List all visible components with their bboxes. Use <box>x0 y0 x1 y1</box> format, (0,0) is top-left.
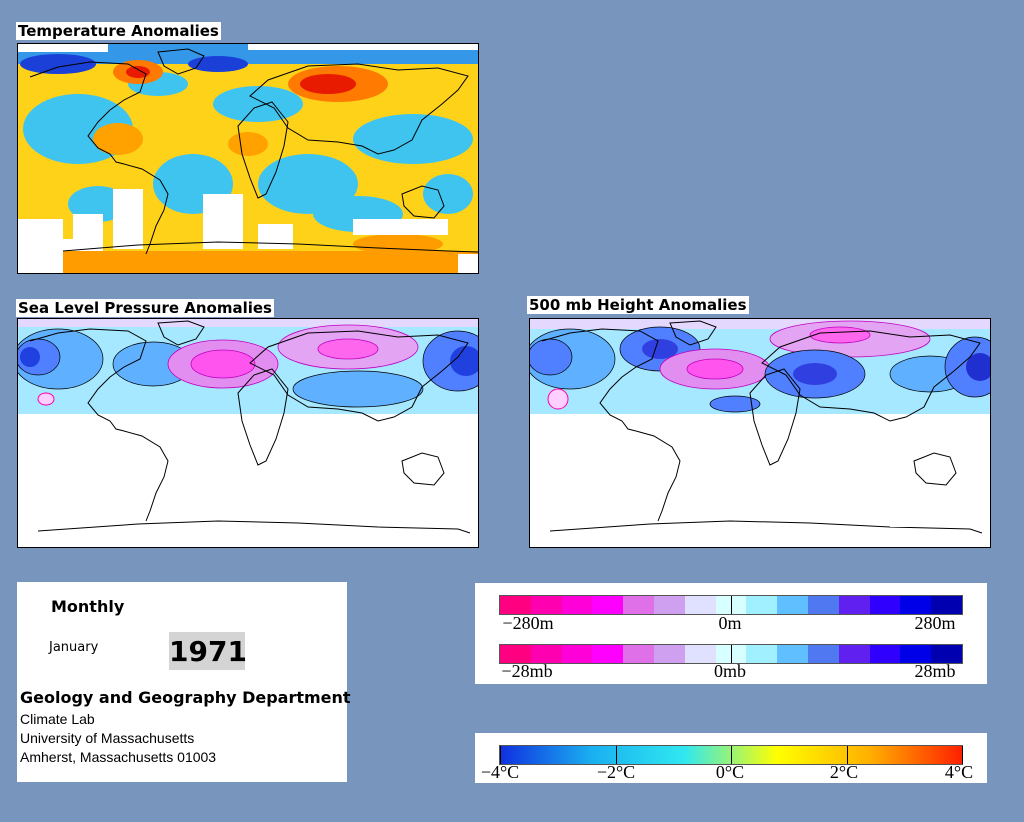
pressure-swatch-9 <box>777 645 808 663</box>
temperature-legend-box: −4°C −2°C 0°C 2°C 4°C <box>475 733 987 783</box>
500mb-height-anomaly-map <box>529 318 991 548</box>
pressure-colorbar <box>499 644 963 664</box>
temp-label-minus2: −2°C <box>596 762 636 782</box>
height-swatch-8 <box>746 596 778 614</box>
pressure-swatch-10 <box>807 645 839 663</box>
info-box: Monthly January 1971 Geology and Geograp… <box>17 582 351 782</box>
height-label-max: 280m <box>914 613 956 633</box>
pressure-swatch-3 <box>592 645 624 663</box>
height-swatch-10 <box>807 596 839 614</box>
lab-name: Climate Lab <box>20 711 95 727</box>
pressure-swatch-11 <box>838 645 870 663</box>
pressure-swatch-4 <box>623 645 654 663</box>
month-label: January <box>49 640 99 655</box>
height500-panel-title: 500 mb Height Anomalies <box>527 296 749 314</box>
height-swatch-1 <box>530 596 562 614</box>
pressure-swatch-14 <box>931 645 962 663</box>
frequency-label: Monthly <box>51 597 125 616</box>
temperature-colorbar <box>499 745 963 765</box>
temp-label-plus4: 4°C <box>944 762 974 782</box>
sea-level-pressure-anomaly-map <box>17 318 479 548</box>
height-colorbar <box>499 595 963 615</box>
pressure-swatch-5 <box>653 645 685 663</box>
pressure-center-tick <box>731 645 732 663</box>
height-swatch-14 <box>931 596 962 614</box>
department-name: Geology and Geography Department <box>20 688 351 707</box>
slp-panel-title: Sea Level Pressure Anomalies <box>16 299 274 317</box>
pressure-swatch-6 <box>684 645 716 663</box>
height-swatch-6 <box>684 596 716 614</box>
temp-tick-0 <box>500 746 501 764</box>
height-swatch-11 <box>838 596 870 614</box>
temp-label-minus4: −4°C <box>480 762 520 782</box>
anomaly-legend-box: −280m 0m 280m −28mb 0mb 28mb <box>475 583 987 684</box>
height-swatch-9 <box>777 596 808 614</box>
pressure-swatch-8 <box>746 645 778 663</box>
pressure-swatch-1 <box>530 645 562 663</box>
temperature-panel-title: Temperature Anomalies <box>16 22 221 40</box>
height-swatch-4 <box>623 596 654 614</box>
height-swatch-5 <box>653 596 685 614</box>
temperature-anomaly-map <box>17 43 479 274</box>
height-label-min: −280m <box>502 613 554 633</box>
height-swatch-2 <box>561 596 593 614</box>
pressure-swatch-13 <box>900 645 932 663</box>
temp-tick-4 <box>962 746 963 764</box>
height-swatch-13 <box>900 596 932 614</box>
height-swatch-12 <box>869 596 901 614</box>
pressure-label-min: −28mb <box>501 661 553 681</box>
pressure-swatch-7 <box>715 645 747 663</box>
height-swatch-7 <box>715 596 747 614</box>
height-swatch-3 <box>592 596 624 614</box>
temp-label-zero: 0°C <box>715 762 745 782</box>
address-text: Amherst, Massachusetts 01003 <box>20 749 217 765</box>
pressure-swatch-0 <box>500 645 531 663</box>
year-display: 1971 <box>169 632 247 670</box>
temp-tick-2 <box>731 746 732 764</box>
height-center-tick <box>731 596 732 614</box>
pressure-swatch-2 <box>561 645 593 663</box>
height-label-mid: 0m <box>718 613 742 633</box>
temp-label-plus2: 2°C <box>829 762 859 782</box>
temp-tick-1 <box>615 746 617 764</box>
temp-tick-3 <box>846 746 848 764</box>
pressure-label-mid: 0mb <box>713 661 747 681</box>
university-name: University of Massachusetts <box>20 730 195 746</box>
height-swatch-0 <box>500 596 531 614</box>
pressure-swatch-12 <box>869 645 901 663</box>
pressure-label-max: 28mb <box>914 661 956 681</box>
